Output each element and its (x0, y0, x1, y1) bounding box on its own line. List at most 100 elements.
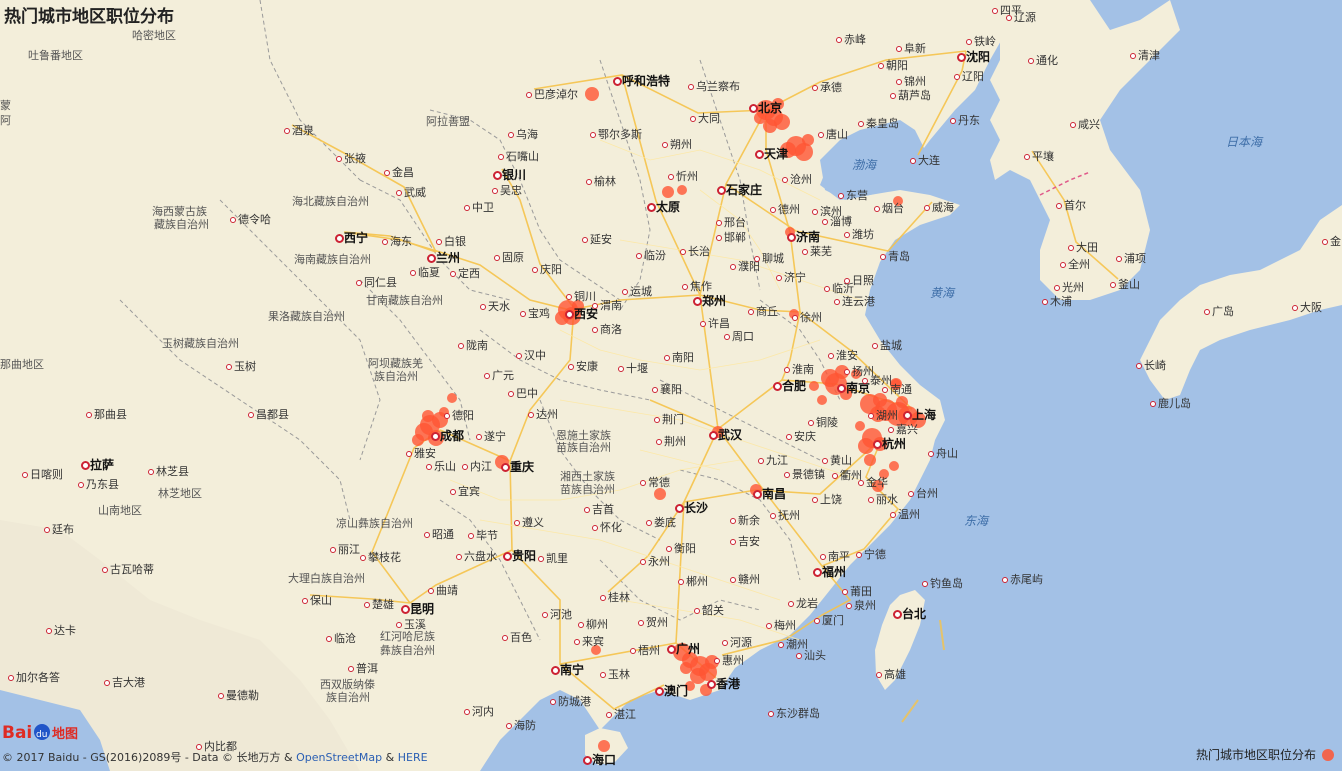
city-marker (464, 205, 470, 211)
job-heat-point[interactable] (772, 98, 784, 110)
city-marker (618, 366, 624, 372)
job-heat-point[interactable] (893, 196, 903, 206)
place-label: 雅安 (414, 447, 436, 460)
place-label: 咸兴 (1078, 118, 1100, 131)
job-heat-point[interactable] (585, 87, 599, 101)
city-marker (822, 458, 828, 464)
job-heat-point[interactable] (864, 454, 876, 466)
place-label: 玉溪 (404, 618, 426, 631)
here-link[interactable]: HERE (397, 751, 428, 764)
job-heat-point[interactable] (654, 488, 666, 500)
city-marker (786, 232, 796, 242)
job-heat-point[interactable] (572, 300, 584, 312)
city-marker (902, 410, 912, 420)
city-marker (834, 299, 840, 305)
job-heat-point[interactable] (896, 396, 908, 408)
job-heat-point[interactable] (855, 421, 865, 431)
place-label: 六盘水 (464, 550, 497, 563)
job-heat-point[interactable] (817, 395, 827, 405)
place-label: 辽阳 (962, 70, 984, 83)
city-marker (700, 321, 706, 327)
job-heat-point[interactable] (835, 365, 849, 379)
job-heat-point[interactable] (795, 143, 813, 161)
job-heat-point[interactable] (690, 668, 706, 684)
place-label: 朝阳 (886, 59, 908, 72)
job-heat-point[interactable] (851, 369, 861, 379)
place-label: 长崎 (1144, 359, 1166, 372)
city-marker (680, 249, 686, 255)
job-heat-point[interactable] (858, 438, 874, 454)
city-marker (842, 589, 848, 595)
job-heat-point[interactable] (774, 114, 790, 130)
place-label: 玉树 (234, 360, 256, 373)
city-marker (922, 581, 928, 587)
job-heat-point[interactable] (662, 186, 674, 198)
city-marker (1204, 309, 1210, 315)
city-marker (654, 417, 660, 423)
place-label: 果洛藏族自治州 (268, 310, 345, 323)
job-heat-point[interactable] (872, 480, 884, 492)
place-label: 内江 (470, 460, 492, 473)
job-heat-point[interactable] (598, 740, 610, 752)
place-label: 常德 (648, 476, 670, 489)
job-heat-point[interactable] (821, 369, 839, 387)
city-marker (892, 609, 902, 619)
place-label: 苗族自治州 (560, 483, 615, 496)
place-label: 成都 (440, 429, 465, 443)
city-marker (730, 518, 736, 524)
city-marker (584, 507, 590, 513)
place-label: 毕节 (476, 529, 498, 542)
place-label: 襄阳 (660, 383, 682, 396)
place-label: 莆田 (850, 585, 872, 598)
place-label: 玉林 (608, 668, 630, 681)
city-marker (694, 608, 700, 614)
city-marker (770, 207, 776, 213)
job-heat-point[interactable] (677, 185, 687, 195)
job-heat-point[interactable] (809, 381, 819, 391)
place-label: 西安 (574, 307, 599, 321)
job-heat-point[interactable] (685, 681, 695, 691)
job-heat-point[interactable] (780, 142, 796, 158)
osm-link[interactable]: OpenStreetMap (296, 751, 383, 764)
place-label: 徐州 (800, 311, 822, 324)
city-marker (820, 554, 826, 560)
place-label: 陇南 (466, 339, 488, 352)
place-label: 来宾 (582, 635, 604, 648)
job-heat-point[interactable] (447, 393, 457, 403)
place-label: 林芝县 (156, 465, 189, 478)
city-marker (844, 232, 850, 238)
baidu-map-logo[interactable]: Bai du 地图 (2, 718, 82, 744)
city-marker (776, 275, 782, 281)
place-label: 赤峰 (844, 33, 866, 46)
job-heat-point[interactable] (889, 461, 899, 471)
place-label: 红河哈尼族 (380, 630, 435, 643)
city-marker (754, 149, 764, 159)
job-heat-point[interactable] (910, 412, 926, 428)
job-heat-point[interactable] (879, 469, 889, 479)
city-marker (730, 539, 736, 545)
place-label: 嘉兴 (896, 423, 918, 436)
place-label: 大阪 (1300, 301, 1322, 314)
job-heat-point[interactable] (870, 406, 886, 422)
island-marker-2 (901, 699, 919, 723)
place-label: 香港 (716, 677, 741, 691)
place-label: 荆州 (664, 435, 686, 448)
city-marker (86, 412, 92, 418)
job-heat-point[interactable] (754, 112, 766, 124)
job-heat-point[interactable] (591, 645, 601, 655)
job-heat-point[interactable] (890, 378, 902, 390)
place-label: 定西 (458, 267, 480, 280)
job-heat-point[interactable] (802, 134, 814, 146)
city-marker (690, 116, 696, 122)
place-label: 榆林 (594, 175, 616, 188)
place-label: 太原 (656, 200, 681, 214)
job-heat-point[interactable] (873, 393, 887, 407)
job-heat-point[interactable] (422, 410, 434, 422)
city-marker (564, 309, 574, 319)
city-marker (500, 462, 510, 472)
job-heat-point[interactable] (763, 119, 777, 133)
job-heat-point[interactable] (412, 434, 424, 446)
job-heat-point[interactable] (680, 662, 692, 674)
legend[interactable]: 热门城市地区职位分布 (1196, 746, 1334, 763)
city-marker (550, 665, 560, 675)
